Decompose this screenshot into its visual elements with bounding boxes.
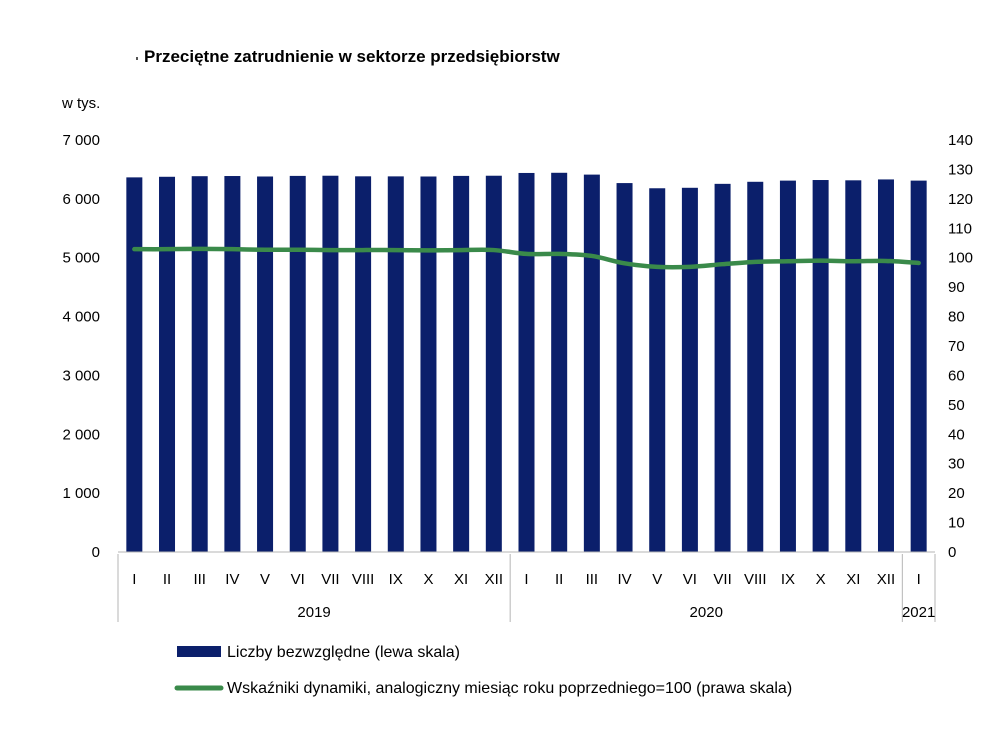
bar [845,180,862,552]
y2-tick-label: 100 [948,250,973,267]
x-tick-label: X [816,571,826,588]
y-tick-label: 7 000 [62,132,100,149]
y2-tick-label: 30 [948,456,965,473]
x-tick-label: V [652,571,662,588]
y2-tick-label: 140 [948,132,973,149]
x-tick-label: IX [389,571,403,588]
legend-label-bars: Liczby bezwzględne (lewa skala) [227,644,460,661]
bar [551,172,568,552]
y2-tick-label: 0 [948,544,956,561]
y2-tick-label: 40 [948,426,965,443]
y-tick-label: 3 000 [62,367,100,384]
bar [387,176,404,552]
y-tick-label: 1 000 [62,485,100,502]
y-tick-label: 4 000 [62,309,100,326]
bar [420,176,437,552]
bar [126,177,143,553]
x-tick-label: VI [683,571,697,588]
x-tick-label: VIII [352,571,375,588]
bar [877,179,894,553]
x-tick-label: IV [225,571,239,588]
bar [355,176,372,552]
x-tick-label: VII [713,571,731,588]
y2-tick-label: 10 [948,515,965,532]
legend-label-line: Wskaźniki dynamiki, analogiczny miesiąc … [227,680,792,697]
bar [649,188,666,552]
bar [289,175,306,552]
x-tick-label: X [423,571,433,588]
bar [714,183,731,552]
bar [779,180,796,552]
y-tick-label: 2 000 [62,426,100,443]
year-group-label: 2019 [297,604,330,621]
y2-tick-label: 120 [948,191,973,208]
y-tick-label: 5 000 [62,250,100,267]
bar [812,180,829,552]
x-tick-label: V [260,571,270,588]
x-tick-label: I [917,571,921,588]
y-axis-unit-label: w tys. [61,95,100,112]
x-tick-label: XI [846,571,860,588]
x-tick-label: II [163,571,171,588]
y-tick-label: 6 000 [62,191,100,208]
x-tick-label: VI [291,571,305,588]
line-series-path [132,246,921,270]
bar [485,175,502,552]
bar [224,176,241,552]
y2-tick-label: 110 [948,220,972,237]
x-tick-label: I [132,571,136,588]
x-tick-label: IV [617,571,631,588]
bar [322,175,339,552]
x-tick-label: XI [454,571,468,588]
plot-layer: 0 1 000 2 000 3 000 4 000 5 000 6 000 7 000 0 10 2… [62,132,973,622]
x-tick-label: II [555,571,563,588]
year-group-label: 2021 [902,604,935,621]
bar [910,180,927,552]
x-tick-label: III [586,571,599,588]
chart-title: Przeciętne zatrudnienie w sektorze przed… [144,47,560,66]
bar [453,175,470,552]
year-group-label: 2020 [690,604,723,621]
y2-tick-label: 90 [948,279,965,296]
x-tick-label: XII [877,571,895,588]
y2-tick-label: 50 [948,397,965,414]
legend: Liczby bezwzględne (lewa skala) Wskaźnik… [174,644,792,697]
bar [583,174,600,552]
y2-tick-label: 80 [948,309,965,326]
y2-tick-label: 60 [948,367,965,384]
bar [747,181,764,552]
legend-swatch-bars [177,646,221,657]
x-tick-label: III [193,571,206,588]
x-tick-label: IX [781,571,795,588]
y2-tick-label: 130 [948,161,973,178]
x-tick-label: VII [321,571,339,588]
x-tick-label: XII [485,571,503,588]
bar [681,187,698,553]
bar [257,176,274,552]
bar [191,176,208,552]
y-tick-label: 0 [92,544,100,561]
bar [518,172,535,552]
x-tick-label: VIII [744,571,767,588]
x-tick-label: I [524,571,528,588]
y2-tick-label: 70 [948,338,965,355]
y2-tick-label: 20 [948,485,965,502]
bar [616,183,633,552]
bar [159,176,176,553]
title-marker [136,57,138,60]
